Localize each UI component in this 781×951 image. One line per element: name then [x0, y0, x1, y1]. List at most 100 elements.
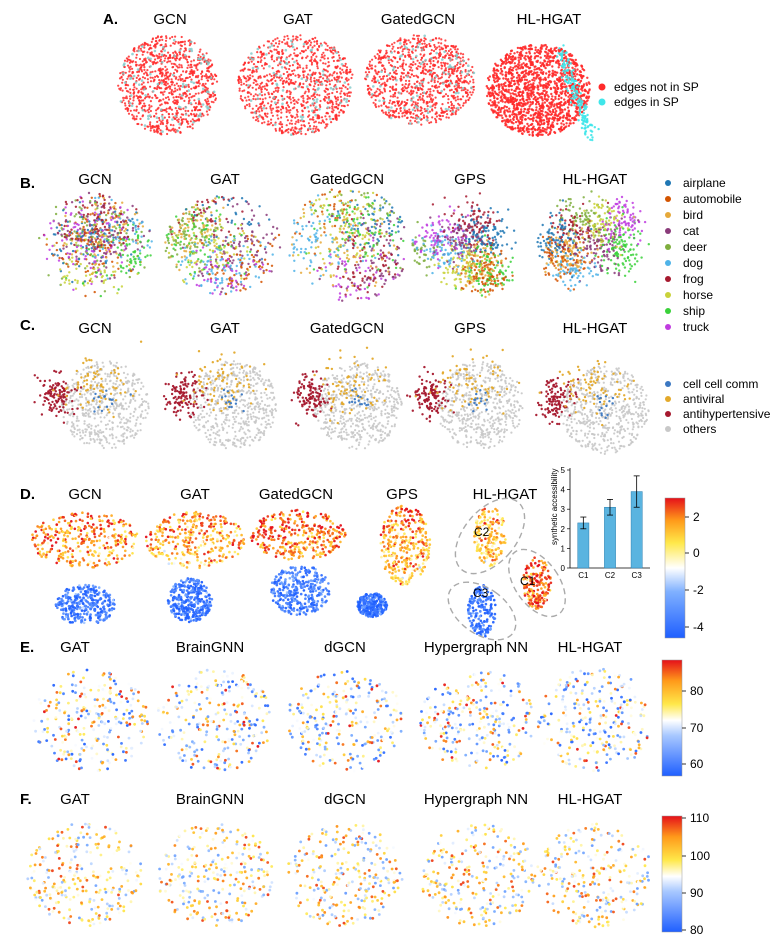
synthetic-accessibility-bar-chart: synthetic accessibility 0 1 2 3 4 5 C1 C2 C3 — [550, 466, 650, 580]
legend-label-antiviral: antiviral — [683, 392, 724, 406]
inset-xtick-label-c2: C2 — [605, 571, 616, 580]
panel-d-title-gat: GAT — [180, 486, 210, 503]
panel-d-title-gcn: GCN — [68, 486, 101, 503]
panel-a-title-gcn: GCN — [153, 11, 186, 28]
cluster-label-c1: C1 — [520, 574, 536, 588]
colorbar-e-tick-60: 60 — [690, 757, 704, 771]
cluster-label-c2: C2 — [474, 525, 490, 539]
colorbar-e-tick-70: 70 — [690, 721, 704, 735]
panel-d-label: D. — [20, 486, 35, 503]
legend-label-cat: cat — [683, 224, 700, 238]
cluster-c2-outline — [454, 497, 526, 575]
inset-xtick-label-c1: C1 — [578, 571, 589, 580]
panel-b-label: B. — [20, 175, 35, 192]
legend-label-ship: ship — [683, 304, 705, 318]
panel-e-colorbar: 80 70 60 — [661, 659, 704, 777]
inset-ytick-label: 1 — [561, 544, 566, 553]
legend-marker-truck — [665, 324, 671, 330]
inset-bar-c1 — [577, 522, 590, 569]
legend-label-bird: bird — [683, 208, 703, 222]
colorbar-f-tick-90: 90 — [690, 886, 704, 900]
panel-c-label: C. — [20, 317, 35, 334]
cluster-c3-outline — [447, 581, 517, 641]
legend-marker-airplane — [665, 180, 671, 186]
legend-marker-horse — [665, 292, 671, 298]
legend-marker-deer — [665, 244, 671, 250]
panel-d-title-gatedgcn: GatedGCN — [259, 486, 333, 503]
inset-bars: C1 C2 C3 — [577, 475, 643, 580]
panel-b-title-hlhgat: HL-HGAT — [563, 171, 628, 188]
tsne-point-clouds — [26, 34, 650, 929]
panel-d-title-hlhgat: HL-HGAT — [473, 486, 538, 503]
panel-a-title-gat: GAT — [283, 11, 313, 28]
colorbar-d-tick-2: 2 — [693, 510, 700, 524]
legend-label-not-in-sp: edges not in SP — [614, 80, 699, 94]
hlhgat-cluster-outlines: C2 C1 C3 — [447, 497, 566, 641]
panel-f-title-hypergraph: Hypergraph NN — [424, 791, 528, 808]
panel-f-title-hlhgat: HL-HGAT — [558, 791, 623, 808]
inset-ytick-label: 5 — [561, 466, 566, 475]
colorbar-f-tick-110: 110 — [690, 811, 709, 825]
colorbar-e-tick-80: 80 — [690, 684, 704, 698]
legend-label-in-sp: edges in SP — [614, 95, 679, 109]
colorbar-d-tick-neg2: -2 — [693, 583, 704, 597]
legend-marker-bird — [665, 212, 671, 218]
legend-marker-not-in-sp — [598, 83, 606, 91]
panel-e-title-dgcn: dGCN — [324, 639, 366, 656]
panel-e-title-hypergraph: Hypergraph NN — [424, 639, 528, 656]
inset-ytick-label: 4 — [561, 486, 566, 495]
panel-b-title-gat: GAT — [210, 171, 240, 188]
panel-a-legend: edges not in SP edges in SP — [598, 80, 699, 109]
inset-ytick-label: 3 — [561, 505, 566, 514]
legend-marker-automobile — [665, 196, 671, 202]
legend-label-automobile: automobile — [683, 192, 742, 206]
legend-label-horse: horse — [683, 288, 713, 302]
legend-marker-antihypertensive — [665, 411, 671, 417]
legend-label-antihypertensive: antihypertensive — [683, 407, 771, 421]
legend-marker-antiviral — [665, 396, 671, 402]
panel-f-title-dgcn: dGCN — [324, 791, 366, 808]
panel-c-title-gps: GPS — [454, 320, 486, 337]
legend-marker-cell-comm — [665, 381, 671, 387]
panel-b-legend: airplane automobile bird cat deer dog fr… — [665, 176, 742, 334]
panel-a-label: A. — [103, 11, 118, 28]
panel-b-title-gps: GPS — [454, 171, 486, 188]
legend-marker-others — [665, 426, 671, 432]
panel-b-title-gcn: GCN — [78, 171, 111, 188]
panel-a-title-gatedgcn: GatedGCN — [381, 11, 455, 28]
panel-c-title-gat: GAT — [210, 320, 240, 337]
colorbar-f-tick-80: 80 — [690, 923, 704, 937]
panel-c-title-gcn: GCN — [78, 320, 111, 337]
legend-label-cell-comm: cell cell comm — [683, 377, 758, 391]
panel-d-title-gps: GPS — [386, 486, 418, 503]
legend-label-deer: deer — [683, 240, 707, 254]
panel-e-title-braingnn: BrainGNN — [176, 639, 244, 656]
legend-marker-frog — [665, 276, 671, 282]
cluster-label-c3: C3 — [473, 586, 489, 600]
colorbar-f-tick-100: 100 — [690, 849, 710, 863]
panel-e-title-gat: GAT — [60, 639, 90, 656]
panel-c-title-hlhgat: HL-HGAT — [563, 320, 628, 337]
legend-marker-cat — [665, 228, 671, 234]
legend-label-frog: frog — [683, 272, 704, 286]
panel-c-legend: cell cell comm antiviral antihypertensiv… — [665, 377, 771, 436]
panel-f-colorbar: 110 100 90 80 — [661, 811, 710, 937]
inset-xtick-label-c3: C3 — [632, 571, 643, 580]
inset-ytick-label: 0 — [561, 564, 566, 573]
inset-bar-c2 — [604, 506, 616, 569]
panel-d-colorbar: 2 0 -2 -4 — [664, 497, 704, 639]
legend-label-airplane: airplane — [683, 176, 726, 190]
panel-e-label: E. — [20, 639, 34, 656]
panel-f-label: F. — [20, 791, 32, 808]
panel-b-title-gatedgcn: GatedGCN — [310, 171, 384, 188]
colorbar-d-tick-0: 0 — [693, 546, 700, 560]
panel-c-title-gatedgcn: GatedGCN — [310, 320, 384, 337]
legend-label-truck: truck — [683, 320, 710, 334]
legend-label-others: others — [683, 422, 716, 436]
legend-marker-dog — [665, 260, 671, 266]
inset-ylabel: synthetic accessibility — [550, 469, 559, 545]
legend-marker-ship — [665, 308, 671, 314]
panel-e-title-hlhgat: HL-HGAT — [558, 639, 623, 656]
panel-f-title-braingnn: BrainGNN — [176, 791, 244, 808]
cluster-c1-outline — [508, 548, 566, 618]
